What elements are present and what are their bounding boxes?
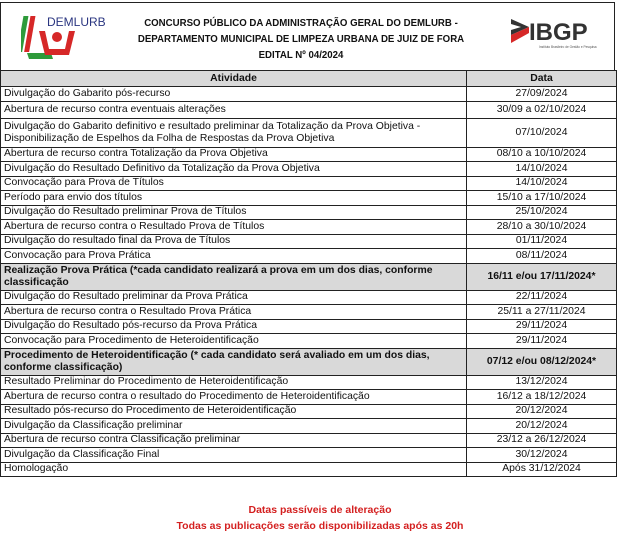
table-row: Divulgação da Classificação preliminar 20… [0,418,617,434]
table-row: Convocação para Prova de Títulos 14/10/20… [0,175,617,191]
activity-cell: Divulgação do resultado final da Prova d… [0,233,467,249]
date-cell: 14/10/2024 [466,161,617,177]
table-row: Abertura de recurso contra o Resultado P… [0,304,617,320]
activity-cell: Divulgação do Resultado preliminar da Pr… [0,289,467,305]
date-cell: 30/09 a 02/10/2024 [466,100,617,119]
demlurb-logo: DEMLURB [21,15,106,59]
table-row: Abertura de recurso contra Classificação… [0,432,617,448]
column-header-date: Data [466,70,617,87]
activity-cell: Abertura de recurso contra eventuais alt… [0,100,467,119]
date-cell: 08/11/2024 [466,248,617,264]
svg-text:Instituto Brasileiro de Gestão: Instituto Brasileiro de Gestão e Pesquis… [539,45,597,49]
document-header: DEMLURB CONCURSO PÚBLICO DA ADMINISTRAÇÃ… [0,2,615,70]
activity-cell: Convocação para Procedimento de Heteroid… [0,333,467,349]
table-row: Procedimento de Heteroidentificação (* c… [0,347,617,376]
table-row: Abertura de recurso contra eventuais alt… [0,100,617,119]
date-cell: 07/12 e/ou 08/12/2024* [466,347,617,376]
activity-cell: Abertura de recurso contra o Resultado P… [0,304,467,320]
table-row: Abertura de recurso contra o Resultado P… [0,219,617,235]
date-cell: 30/12/2024 [466,447,617,463]
date-cell: 23/12 a 26/12/2024 [466,432,617,448]
activity-cell: Realização Prova Prática (*cada candidat… [0,262,467,291]
table-row: Abertura de recurso contra o resultado d… [0,389,617,405]
date-cell: 25/10/2024 [466,204,617,220]
activity-cell: Divulgação do Resultado Definitivo da To… [0,161,467,177]
title-line: EDITAL Nº 04/2024 [258,49,344,61]
activity-cell: Divulgação do Resultado pós-recurso da P… [0,318,467,334]
activity-cell: Convocação para Prova Prática [0,248,467,264]
activity-cell: Abertura de recurso contra Totalização d… [0,146,467,162]
table-row: Divulgação do Resultado Definitivo da To… [0,161,617,177]
activity-cell: Resultado pós-recurso do Procedimento de… [0,403,467,419]
table-row: Divulgação do resultado final da Prova d… [0,233,617,249]
activity-cell: Convocação para Prova de Títulos [0,175,467,191]
date-cell: 16/12 a 18/12/2024 [466,389,617,405]
activity-cell: Resultado Preliminar do Procedimento de … [0,374,467,390]
date-cell: 28/10 a 30/10/2024 [466,219,617,235]
date-cell: 20/12/2024 [466,403,617,419]
schedule-table: Atividade Data Divulgação do Gabarito pó… [0,70,617,477]
title-line: DEPARTAMENTO MUNICIPAL DE LIMPEZA URBANA… [137,33,465,45]
date-cell: 29/11/2024 [466,333,617,349]
activity-cell: Divulgação do Gabarito pós-recurso [0,86,467,102]
table-row: Período para envio dos títulos 15/10 a 17… [0,190,617,206]
table-row: Divulgação da Classificação Final 30/12/2… [0,447,617,463]
date-cell: 20/12/2024 [466,418,617,434]
footer-note-dates: Datas passíveis de alteração [248,504,392,516]
table-row: Divulgação do Gabarito pós-recurso 27/09/… [0,86,617,102]
activity-cell: Procedimento de Heteroidentificação (* c… [0,347,467,376]
activity-cell: Divulgação do Gabarito definitivo e resu… [0,117,467,148]
date-cell: 22/11/2024 [466,289,617,305]
date-cell: 07/10/2024 [466,117,617,148]
footer-note-publications: Todas as publicações serão disponibiliza… [176,520,464,532]
table-row: Divulgação do Resultado pós-recurso da P… [0,318,617,334]
table-header-row: Atividade Data [0,70,617,87]
activity-cell: Divulgação da Classificação preliminar [0,418,467,434]
date-cell: 15/10 a 17/10/2024 [466,190,617,206]
ibgp-logo: IBGP Instituto Brasileiro de Gestão e Pe… [511,19,597,49]
title-line: CONCURSO PÚBLICO DA ADMINISTRAÇÃO GERAL … [144,17,458,29]
table-row: Convocação para Procedimento de Heteroid… [0,333,617,349]
date-cell: 14/10/2024 [466,175,617,191]
table-row: Divulgação do Resultado preliminar da Pr… [0,289,617,305]
activity-cell: Divulgação da Classificação Final [0,447,467,463]
svg-text:DEMLURB: DEMLURB [47,15,106,29]
activity-cell: Divulgação do Resultado preliminar Prova… [0,204,467,220]
table-row: Homologação Após 31/12/2024 [0,461,617,477]
svg-text:IBGP: IBGP [529,19,588,46]
table-row: Resultado pós-recurso do Procedimento de… [0,403,617,419]
document-title: CONCURSO PÚBLICO DA ADMINISTRAÇÃO GERAL … [135,15,466,63]
date-cell: 25/11 a 27/11/2024 [466,304,617,320]
table-row: Realização Prova Prática (*cada candidat… [0,262,617,291]
table-row: Abertura de recurso contra Totalização d… [0,146,617,162]
table-row: Divulgação do Resultado preliminar Prova… [0,204,617,220]
date-cell: 16/11 e/ou 17/11/2024* [466,262,617,291]
table-row: Convocação para Prova Prática 08/11/2024 [0,248,617,264]
table-row: Resultado Preliminar do Procedimento de … [0,374,617,390]
date-cell: 27/09/2024 [466,86,617,102]
activity-cell: Abertura de recurso contra o Resultado P… [0,219,467,235]
date-cell: Após 31/12/2024 [466,461,617,477]
date-cell: 08/10 a 10/10/2024 [466,146,617,162]
date-cell: 13/12/2024 [466,374,617,390]
date-cell: 29/11/2024 [466,318,617,334]
activity-cell: Homologação [0,461,467,477]
activity-cell: Abertura de recurso contra Classificação… [0,432,467,448]
date-cell: 01/11/2024 [466,233,617,249]
activity-cell: Abertura de recurso contra o resultado d… [0,389,467,405]
column-header-activity: Atividade [0,70,467,87]
table-row: Divulgação do Gabarito definitivo e resu… [0,117,617,148]
activity-cell: Período para envio dos títulos [0,190,467,206]
